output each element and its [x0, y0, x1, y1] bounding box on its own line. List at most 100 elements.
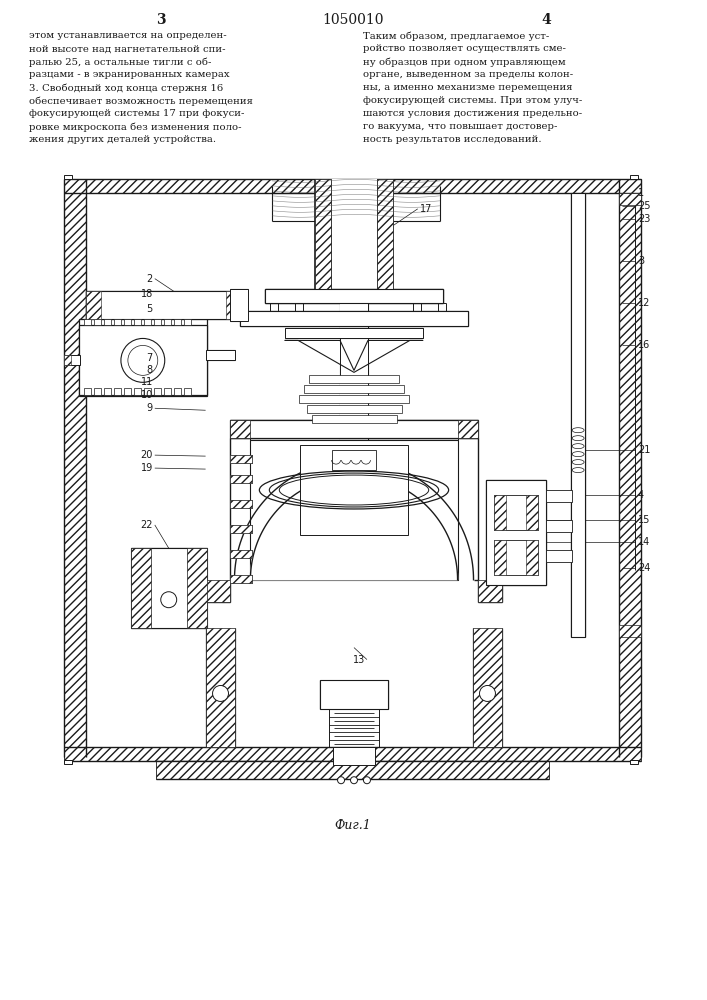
- Bar: [64, 179, 641, 193]
- Bar: [134, 319, 141, 325]
- Circle shape: [128, 345, 158, 375]
- Polygon shape: [285, 340, 423, 372]
- Bar: [114, 319, 121, 325]
- Bar: [144, 388, 151, 395]
- Bar: [299, 395, 409, 403]
- Text: 21: 21: [638, 445, 650, 455]
- Text: разцами - в экранированных камерах: разцами - в экранированных камерах: [29, 70, 230, 79]
- Bar: [230, 420, 477, 438]
- Bar: [230, 525, 252, 533]
- Text: 8: 8: [146, 365, 153, 375]
- Bar: [64, 179, 86, 757]
- Bar: [94, 319, 101, 325]
- Bar: [184, 388, 191, 395]
- Bar: [472, 628, 503, 747]
- Text: 4: 4: [542, 13, 551, 27]
- Polygon shape: [250, 476, 457, 580]
- Circle shape: [160, 592, 177, 608]
- Bar: [174, 388, 181, 395]
- Bar: [230, 455, 252, 463]
- Bar: [164, 319, 170, 325]
- Text: 15: 15: [638, 515, 650, 525]
- Bar: [547, 550, 572, 562]
- Bar: [240, 311, 467, 326]
- Bar: [124, 319, 131, 325]
- Text: 3. Свободный ход конца стержня 16: 3. Свободный ход конца стержня 16: [29, 83, 223, 93]
- Circle shape: [337, 777, 344, 784]
- Text: 3: 3: [638, 256, 644, 266]
- Bar: [86, 291, 238, 319]
- Text: органе, выведенном за пределы колон-: органе, выведенном за пределы колон-: [363, 70, 573, 79]
- Bar: [230, 420, 250, 438]
- Bar: [131, 548, 151, 628]
- Bar: [230, 475, 252, 483]
- Bar: [477, 580, 503, 602]
- Bar: [187, 548, 206, 628]
- Text: 12: 12: [638, 298, 650, 308]
- Text: Фиг.1: Фиг.1: [334, 819, 371, 832]
- Bar: [230, 550, 252, 558]
- Bar: [333, 747, 375, 765]
- Bar: [494, 495, 538, 530]
- Bar: [206, 628, 235, 747]
- Bar: [619, 179, 641, 757]
- Bar: [230, 575, 252, 583]
- Text: го вакуума, что повышает достовер-: го вакуума, что повышает достовер-: [363, 122, 557, 131]
- Text: шаются условия достижения предельно-: шаются условия достижения предельно-: [363, 109, 582, 118]
- Bar: [494, 540, 506, 575]
- Bar: [309, 375, 399, 383]
- Circle shape: [121, 338, 165, 382]
- Bar: [230, 289, 248, 321]
- Bar: [457, 420, 477, 438]
- Bar: [300, 445, 408, 535]
- Bar: [315, 179, 331, 296]
- Text: жения других деталей устройства.: жения других деталей устройства.: [29, 135, 216, 144]
- Bar: [619, 625, 641, 637]
- Bar: [124, 388, 131, 395]
- Bar: [144, 319, 151, 325]
- Text: 13: 13: [353, 655, 365, 665]
- Bar: [230, 500, 252, 508]
- Bar: [630, 760, 638, 764]
- Text: обеспечивает возможность перемещения: обеспечивает возможность перемещения: [29, 96, 253, 106]
- Circle shape: [213, 685, 228, 701]
- Bar: [571, 193, 585, 637]
- Text: 14: 14: [638, 537, 650, 547]
- Bar: [230, 455, 252, 463]
- Text: ройство позволяет осуществлять сме-: ройство позволяет осуществлять сме-: [363, 44, 566, 53]
- Text: 1: 1: [638, 188, 644, 198]
- Bar: [230, 550, 252, 558]
- Bar: [526, 495, 538, 530]
- Bar: [64, 760, 72, 764]
- Bar: [230, 500, 252, 508]
- Bar: [154, 388, 160, 395]
- Bar: [547, 490, 572, 502]
- Bar: [377, 179, 393, 296]
- Text: 18: 18: [141, 289, 153, 299]
- Bar: [206, 350, 235, 360]
- Bar: [230, 475, 252, 483]
- Bar: [64, 175, 72, 179]
- Text: 1050010: 1050010: [322, 13, 384, 27]
- Bar: [619, 193, 641, 205]
- Bar: [526, 540, 538, 575]
- Bar: [79, 319, 206, 396]
- Text: 9: 9: [146, 403, 153, 413]
- Bar: [494, 540, 538, 575]
- Text: 4: 4: [638, 490, 644, 500]
- Text: 20: 20: [141, 450, 153, 460]
- Bar: [174, 319, 181, 325]
- Text: 22: 22: [140, 520, 153, 530]
- Bar: [304, 385, 404, 393]
- Bar: [285, 328, 423, 338]
- Text: 23: 23: [638, 214, 650, 224]
- Text: ровке микроскопа без изменения поло-: ровке микроскопа без изменения поло-: [29, 122, 242, 132]
- Bar: [320, 680, 388, 709]
- Text: 2: 2: [146, 274, 153, 284]
- Bar: [184, 319, 191, 325]
- Bar: [79, 325, 206, 395]
- Bar: [86, 291, 101, 319]
- Circle shape: [363, 777, 370, 784]
- Text: этом устанавливается на определен-: этом устанавливается на определен-: [29, 31, 227, 40]
- Text: 3: 3: [156, 13, 165, 27]
